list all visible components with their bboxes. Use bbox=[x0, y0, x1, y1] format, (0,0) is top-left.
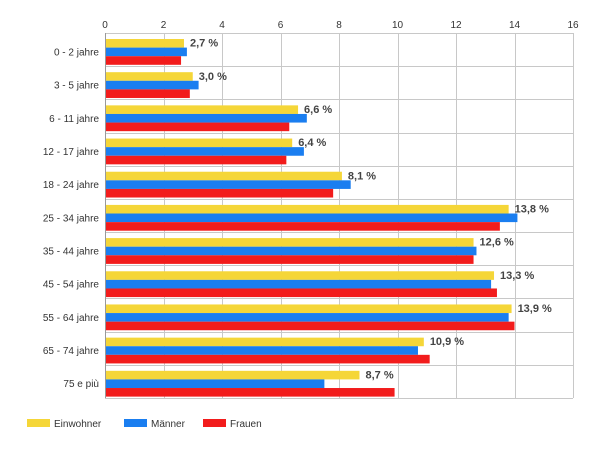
bar-frauen-10 bbox=[106, 388, 395, 397]
category-label: 65 - 74 jahre bbox=[43, 346, 100, 357]
grid-lines bbox=[105, 33, 574, 399]
bar-m-nner-1 bbox=[106, 80, 199, 90]
bar-m-nner-6 bbox=[106, 246, 477, 256]
category-label: 35 - 44 jahre bbox=[43, 246, 100, 257]
bars bbox=[106, 39, 518, 397]
legend: Einwohner Männer Frauen bbox=[27, 419, 262, 430]
data-label: 13,9 % bbox=[518, 303, 552, 315]
bar-frauen-5 bbox=[106, 222, 500, 231]
bar-frauen-3 bbox=[106, 155, 287, 165]
legend-label: Frauen bbox=[230, 419, 262, 430]
x-tick-label: 14 bbox=[509, 20, 521, 31]
legend-label: Einwohner bbox=[54, 419, 102, 430]
bar-m-nner-8 bbox=[106, 313, 509, 322]
x-tick-label: 12 bbox=[450, 20, 462, 31]
bar-m-nner-2 bbox=[106, 113, 307, 123]
x-axis-ticks: 0 2 4 6 8 10 12 14 16 bbox=[102, 20, 579, 31]
bar-einwohner-0 bbox=[106, 39, 184, 48]
x-tick-label: 0 bbox=[102, 20, 108, 31]
bar-einwohner-3 bbox=[106, 138, 293, 148]
bar-m-nner-10 bbox=[106, 379, 325, 389]
x-tick-label: 4 bbox=[219, 20, 225, 31]
bar-frauen-2 bbox=[106, 122, 290, 132]
category-label: 0 - 2 jahre bbox=[54, 47, 99, 58]
bar-m-nner-0 bbox=[106, 47, 187, 57]
bar-m-nner-4 bbox=[106, 180, 351, 189]
x-tick-label: 6 bbox=[278, 20, 284, 31]
bar-m-nner-5 bbox=[106, 213, 518, 223]
legend-swatch-m-nner bbox=[124, 419, 147, 427]
data-label: 10,9 % bbox=[430, 336, 464, 348]
bar-frauen-8 bbox=[106, 321, 515, 331]
category-label: 25 - 34 jahre bbox=[43, 213, 100, 224]
data-label: 2,7 % bbox=[190, 38, 218, 50]
bar-einwohner-1 bbox=[106, 72, 193, 81]
category-label: 6 - 11 jahre bbox=[49, 114, 99, 125]
bar-einwohner-2 bbox=[106, 105, 299, 114]
category-label: 12 - 17 jahre bbox=[43, 147, 100, 158]
category-label: 18 - 24 jahre bbox=[43, 180, 100, 191]
bar-frauen-0 bbox=[106, 56, 182, 65]
bar-frauen-7 bbox=[106, 288, 497, 298]
data-label: 8,7 % bbox=[365, 369, 393, 381]
bar-einwohner-5 bbox=[106, 204, 509, 214]
legend-label: Männer bbox=[151, 419, 186, 430]
category-labels: 0 - 2 jahre 3 - 5 jahre 6 - 11 jahre 12 - 1… bbox=[43, 47, 100, 390]
x-tick-label: 10 bbox=[392, 20, 404, 31]
bar-frauen-6 bbox=[106, 255, 474, 264]
bar-einwohner-6 bbox=[106, 238, 474, 247]
bar-einwohner-10 bbox=[106, 370, 360, 380]
data-label: 3,0 % bbox=[199, 71, 227, 83]
bar-einwohner-4 bbox=[106, 171, 342, 181]
x-tick-label: 8 bbox=[336, 20, 342, 31]
bar-frauen-1 bbox=[106, 89, 190, 98]
data-label: 8,1 % bbox=[348, 170, 376, 182]
legend-swatch-einwohner bbox=[27, 419, 50, 427]
x-tick-label: 16 bbox=[567, 20, 579, 31]
data-label: 6,4 % bbox=[298, 137, 326, 149]
data-label: 13,3 % bbox=[500, 270, 534, 282]
bar-m-nner-3 bbox=[106, 147, 304, 156]
bar-m-nner-9 bbox=[106, 346, 418, 355]
data-label: 6,6 % bbox=[304, 104, 332, 116]
bar-frauen-4 bbox=[106, 188, 334, 198]
data-labels: 2,7 % 3,0 % 6,6 % 6,4 % 8,1 % 13,8 % 12,6 % 13,… bbox=[190, 38, 552, 382]
category-label: 3 - 5 jahre bbox=[54, 81, 99, 92]
bar-einwohner-9 bbox=[106, 337, 424, 347]
legend-swatch-frauen bbox=[203, 419, 226, 427]
bar-frauen-9 bbox=[106, 354, 430, 364]
bar-m-nner-7 bbox=[106, 279, 492, 289]
category-label: 45 - 54 jahre bbox=[43, 280, 100, 291]
data-label: 13,8 % bbox=[515, 204, 549, 216]
category-label: 55 - 64 jahre bbox=[43, 313, 100, 324]
category-label: 75 e più bbox=[63, 379, 99, 390]
bar-einwohner-7 bbox=[106, 271, 495, 280]
x-tick-label: 2 bbox=[161, 20, 167, 31]
bar-einwohner-8 bbox=[106, 304, 512, 314]
data-label: 12,6 % bbox=[480, 237, 514, 249]
